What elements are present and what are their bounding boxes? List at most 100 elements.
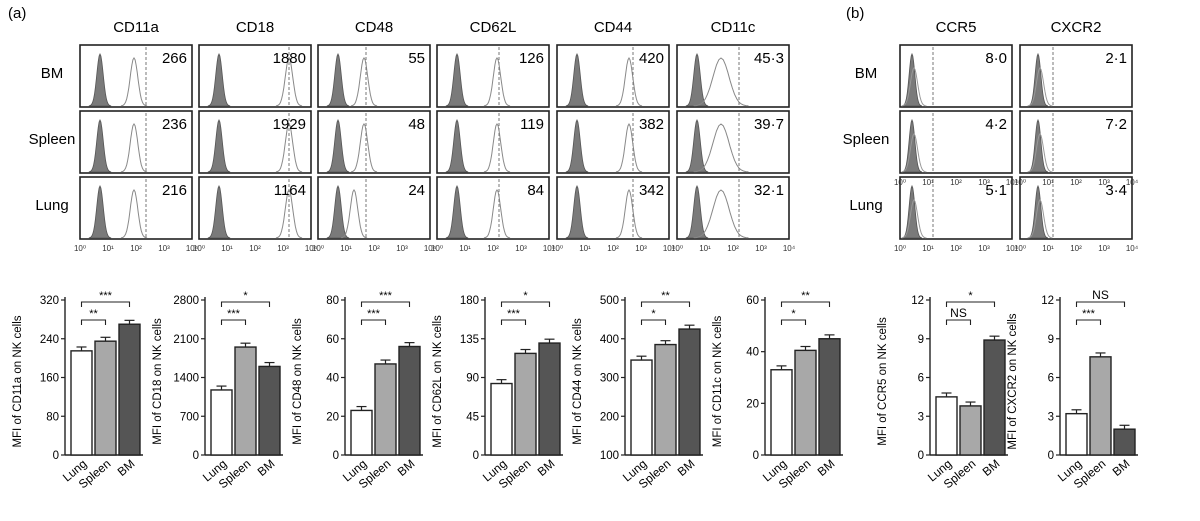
- bar-bm: [1113, 428, 1136, 456]
- bar-spleen: [514, 352, 537, 456]
- x-tick-label: 10⁴: [783, 244, 796, 253]
- control-histogram: [902, 184, 922, 239]
- sample-histogram: [1027, 67, 1053, 107]
- x-tick-label: 10⁴: [186, 244, 199, 253]
- significance-label: **: [801, 290, 810, 302]
- y-tick-label: 20: [746, 398, 759, 410]
- histogram-cd11c-spleen: 39·7: [676, 110, 790, 174]
- y-axis-label: MFI of CCR5 on NK cells: [877, 317, 889, 446]
- histogram-ccr5-bm: 8·0: [899, 44, 1013, 108]
- x-tick-label: 10⁰: [894, 178, 906, 187]
- significance-label: *: [791, 308, 796, 320]
- x-tick-label: 10²: [607, 244, 619, 253]
- x-tick-label: 10²: [1070, 178, 1082, 187]
- x-tick-label: 10³: [755, 244, 767, 253]
- significance-label: *: [523, 290, 528, 302]
- y-tick-label: 0: [753, 450, 759, 462]
- significance-bracket: [80, 301, 131, 307]
- mfi-value: 55: [408, 50, 425, 67]
- sample-histogram: [615, 188, 643, 239]
- marker-title-cd18: CD18: [236, 19, 274, 36]
- histogram-cd62l-bm: 126: [436, 44, 550, 108]
- y-tick-label: 12: [1041, 295, 1054, 307]
- histogram-ccr5-lung: 5·1: [899, 176, 1013, 240]
- bar-bm: [398, 345, 421, 456]
- y-tick-label: 80: [326, 295, 339, 307]
- histogram-cd11a-lung: 216: [79, 176, 193, 240]
- x-tick-label: 10⁴: [1126, 178, 1139, 187]
- mfi-value: 3·4: [1105, 182, 1127, 199]
- bar-bm: [678, 328, 701, 456]
- category-label-bm: BM: [255, 457, 278, 479]
- y-tick-label: 160: [40, 373, 59, 385]
- y-tick-label: 60: [746, 295, 759, 307]
- significance-label: NS: [1092, 288, 1109, 302]
- mfi-value: 4·2: [985, 116, 1007, 133]
- mfi-value: 1164: [274, 182, 306, 199]
- histogram-cxcr2-lung: 3·4: [1019, 176, 1133, 240]
- significance-bracket: [1075, 319, 1102, 325]
- marker-title-ccr5: CCR5: [936, 19, 977, 36]
- control-histogram: [326, 53, 350, 107]
- x-tick-label: 10¹: [922, 178, 934, 187]
- significance-label: ***: [379, 290, 393, 302]
- y-tick-label: 9: [918, 334, 924, 346]
- y-axis-label: MFI of CD48 on NK cells: [292, 318, 304, 445]
- bar-bm: [118, 323, 141, 456]
- x-tick-label: 10¹: [459, 244, 471, 253]
- y-tick-label: 2100: [173, 334, 199, 346]
- significance-bracket: [640, 301, 691, 307]
- category-label-bm: BM: [535, 457, 558, 479]
- x-tick-label: 10³: [978, 244, 990, 253]
- y-tick-label: 300: [600, 373, 619, 385]
- y-tick-label: 40: [326, 373, 339, 385]
- y-tick-label: 9: [1048, 334, 1054, 346]
- significance-label: **: [661, 290, 670, 302]
- y-tick-label: 12: [911, 295, 924, 307]
- y-tick-label: 135: [460, 334, 479, 346]
- x-tick-label: 10⁰: [551, 244, 563, 253]
- bar-lung: [490, 382, 513, 456]
- control-histogram: [326, 119, 350, 173]
- x-tick-label: 10⁰: [431, 244, 443, 253]
- x-tick-label: 10⁴: [1126, 244, 1139, 253]
- significance-bracket: [500, 319, 527, 325]
- y-tick-label: 3: [918, 411, 924, 423]
- x-tick-label: 10⁰: [312, 244, 324, 253]
- control-histogram: [88, 185, 112, 239]
- row-label-spleen: Spleen: [29, 131, 76, 148]
- y-tick-label: 320: [40, 295, 59, 307]
- sample-histogram: [615, 56, 643, 107]
- mfi-value: 266: [162, 50, 187, 67]
- y-tick-label: 0: [193, 450, 199, 462]
- histogram-cxcr2-bm: 2·1: [1019, 44, 1133, 108]
- bar-lung: [630, 359, 653, 456]
- significance-label: *: [651, 308, 656, 320]
- x-tick-label: 10¹: [340, 244, 352, 253]
- mfi-value: 48: [408, 116, 425, 133]
- sample-histogram: [615, 122, 643, 173]
- panel-b-label: (b): [846, 5, 864, 22]
- mfi-value: 7·2: [1105, 116, 1127, 133]
- mfi-value: 1929: [273, 116, 306, 133]
- control-histogram: [565, 185, 589, 239]
- mfi-value: 5·1: [985, 182, 1007, 199]
- histogram-frame: [899, 176, 1013, 240]
- category-label-bm: BM: [115, 457, 138, 479]
- significance-bracket: [80, 319, 107, 325]
- y-axis-label: MFI of CD11c on NK cells: [712, 316, 724, 448]
- y-axis-label: MFI of CD62L on NK cells: [432, 315, 444, 448]
- x-tick-label: 10²: [368, 244, 380, 253]
- x-tick-label: 10³: [158, 244, 170, 253]
- bar-spleen: [794, 349, 817, 456]
- row-label-lung-b: Lung: [849, 197, 882, 214]
- bar-lung: [935, 396, 958, 456]
- y-tick-label: 0: [333, 450, 339, 462]
- y-tick-label: 3: [1048, 411, 1054, 423]
